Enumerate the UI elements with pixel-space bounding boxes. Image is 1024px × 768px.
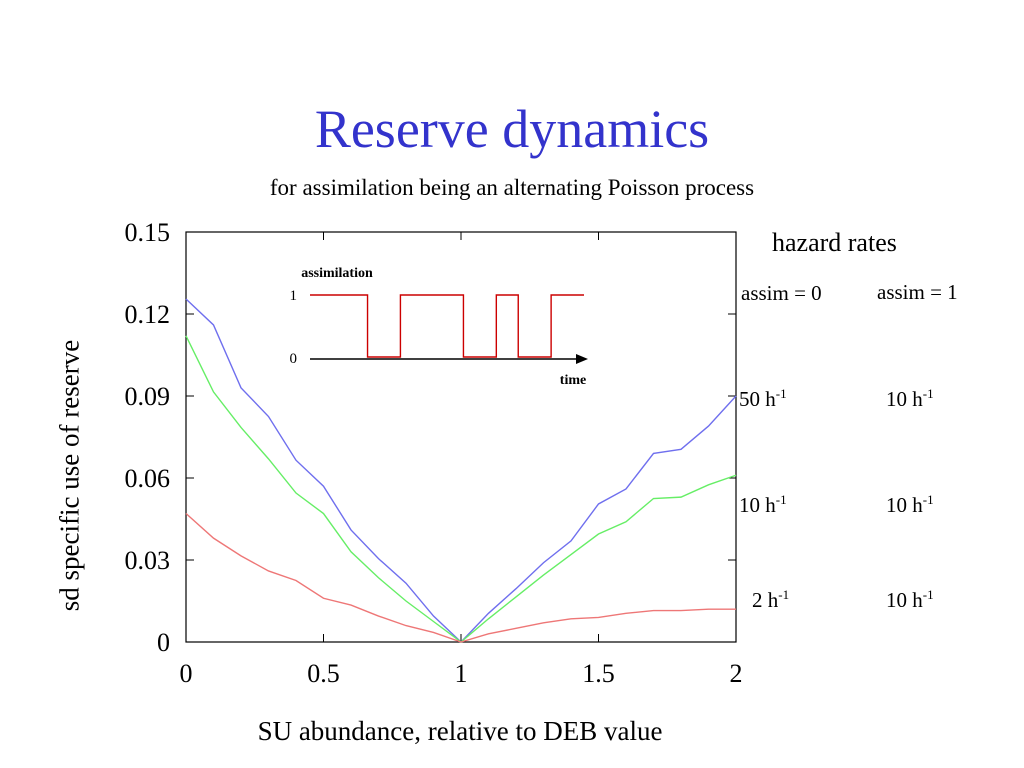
legend-row3-assim1: 10 h-1 xyxy=(886,587,934,612)
legend-row2-assim1: 10 h-1 xyxy=(886,492,934,517)
x-tick-label: 0 xyxy=(180,659,193,688)
plot-frame xyxy=(185,231,737,643)
y-tick-label: 0.06 xyxy=(125,464,171,493)
y-tick-label: 0.09 xyxy=(125,382,171,411)
slide-subtitle: for assimilation being an alternating Po… xyxy=(269,175,755,200)
inset-ylabel: assimilation xyxy=(301,266,373,281)
x-tick-label: 2 xyxy=(730,659,743,688)
inset-xlabel: time xyxy=(560,373,586,388)
legend-row1-assim0: 50 h-1 xyxy=(739,386,787,411)
inset-step-line xyxy=(310,294,584,358)
y-tick-label: 0.15 xyxy=(125,218,171,247)
slide-title: Reserve dynamics xyxy=(314,99,710,159)
series-line-2 xyxy=(185,335,737,643)
x-tick-label: 1 xyxy=(455,659,468,688)
series-line-3 xyxy=(185,513,736,643)
series-group xyxy=(185,298,737,643)
legend-title: hazard rates xyxy=(772,228,897,257)
series-line-1 xyxy=(185,298,737,643)
x-tick-label: 0.5 xyxy=(307,659,340,688)
y-axis-label: sd specific use of reserve xyxy=(54,339,85,612)
legend-row1-assim1: 10 h-1 xyxy=(886,386,934,411)
inset-tick-label: 1 xyxy=(290,288,298,304)
inset-tick-label: 0 xyxy=(290,351,298,367)
y-tick-label: 0.03 xyxy=(125,546,171,575)
legend-col1-header: assim = 0 xyxy=(741,281,822,305)
y-tick-label: 0.12 xyxy=(125,300,171,329)
x-tick-label: 1.5 xyxy=(582,659,615,688)
y-tick-label: 0 xyxy=(157,628,170,657)
inset-arrow-head xyxy=(576,354,588,364)
legend-row2-assim0: 10 h-1 xyxy=(739,492,787,517)
axis-ticks: 0 0.5 1 1.5 2 0 0.03 0.06 0.09 0.12 0.15 xyxy=(125,218,743,688)
legend-row3-assim0: 2 h-1 xyxy=(752,587,790,612)
x-axis-label: SU abundance, relative to DEB value xyxy=(257,716,663,746)
legend-col2-header: assim = 1 xyxy=(877,280,958,304)
